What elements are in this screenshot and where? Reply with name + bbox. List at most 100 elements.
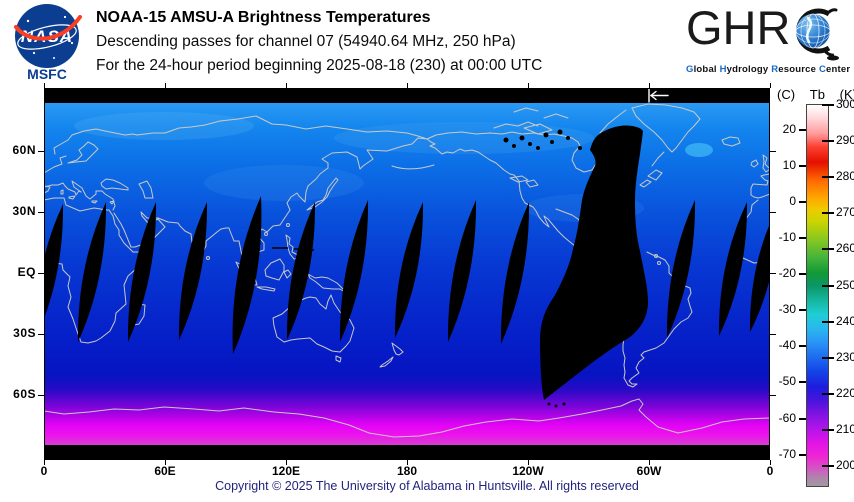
lat-tick	[770, 334, 776, 335]
lon-tick-label: 0	[40, 464, 48, 478]
colorbar-kelvin-label: 300	[836, 97, 854, 111]
coastline-path	[306, 177, 339, 211]
colorbar-kelvin-tick	[822, 393, 834, 395]
lat-tick	[770, 151, 776, 152]
coastline-path	[647, 169, 663, 181]
lon-tick	[44, 83, 45, 88]
coastline-path	[543, 113, 569, 119]
colorbar-celsius-tick	[799, 273, 806, 275]
colorbar-unit-celsius: (C)	[777, 87, 796, 102]
coastline-path	[138, 180, 154, 199]
swath-gap	[749, 223, 770, 332]
lat-tick-label: 30N	[12, 204, 36, 218]
ghrc-tagline-initial: C	[818, 64, 827, 75]
lat-tick	[770, 395, 776, 396]
colorbar-celsius-label: 20	[782, 122, 796, 136]
colorbar-unit-kelvin: (K)	[839, 87, 854, 102]
colorbar-kelvin-label: 270	[836, 205, 854, 219]
lon-tick	[770, 83, 771, 88]
ghrc-tagline-word: lobal	[693, 64, 720, 75]
colorbar-celsius-label: -50	[778, 374, 796, 388]
coastline-path	[44, 185, 51, 194]
colorbar-celsius-tick	[799, 381, 806, 383]
swath-gap	[44, 204, 64, 319]
title-block: NOAA-15 AMSU-A Brightness Temperatures D…	[96, 9, 542, 75]
coastline-path	[67, 141, 99, 164]
colorbar-kelvin-label: 210	[836, 422, 854, 436]
coastline-path	[599, 109, 627, 134]
colorbar-kelvin-label: 200	[836, 458, 854, 472]
colorbar-celsius-tick	[799, 165, 806, 167]
colorbar-kelvin-tick	[822, 465, 834, 467]
colorbar-kelvin-tick	[822, 429, 834, 431]
coastline-path	[256, 286, 276, 292]
lon-tick	[407, 460, 408, 465]
colorbar-celsius-tick	[799, 454, 806, 456]
colorbar-celsius-tick	[799, 129, 806, 131]
swath-gap	[232, 196, 262, 354]
coastline-path	[391, 164, 435, 170]
lon-tick-label: 120W	[512, 464, 544, 478]
coastline-path	[71, 180, 116, 211]
colorbar-celsius-label: 0	[789, 194, 796, 208]
lon-tick	[407, 83, 408, 88]
colorbar-celsius-label: 10	[782, 158, 796, 172]
coastline-path	[44, 155, 67, 174]
swath-gap	[394, 202, 424, 338]
coastlines	[44, 103, 770, 438]
ghrc-globe-icon	[796, 8, 840, 61]
coastline-path	[379, 356, 394, 368]
island-marker	[206, 256, 210, 260]
lon-tick	[770, 460, 771, 465]
lon-tick-label: 120E	[271, 464, 301, 478]
coastline-path	[651, 151, 665, 167]
coastline-path	[109, 200, 115, 205]
lon-tick	[286, 83, 287, 88]
coastline-path	[525, 179, 539, 188]
island-marker	[264, 232, 268, 236]
colorbar-celsius-label: -20	[778, 266, 796, 280]
colorbar-kelvin-tick	[822, 248, 834, 250]
colorbar-kelvin-tick	[822, 104, 834, 106]
coastline-path	[509, 175, 529, 183]
island-marker	[657, 261, 661, 265]
south-no-data-bar	[44, 445, 770, 460]
page-subtitle-channel: Descending passes for channel 07 (54940.…	[96, 33, 516, 50]
msfc-label: MSFC	[27, 66, 67, 82]
colorbar-kelvin-tick	[822, 212, 834, 214]
lon-tick	[649, 83, 650, 88]
coastline-path	[721, 136, 741, 147]
swath-gap	[339, 200, 369, 342]
swath-gap	[718, 202, 748, 336]
colorbar-kelvin-tick	[822, 285, 834, 287]
island-marker	[654, 254, 658, 258]
coastline-path	[762, 154, 770, 173]
colorbar-celsius-label: -40	[778, 338, 796, 352]
coastline-path	[272, 294, 355, 353]
colorbar-celsius-label: -10	[778, 230, 796, 244]
pass-start-arrow-icon	[648, 88, 669, 103]
colorbar-unit-tb: Tb	[809, 87, 825, 102]
coastline-path	[523, 123, 553, 135]
coastline-path	[493, 121, 539, 129]
map-frame	[44, 88, 770, 460]
coastline-path	[91, 200, 98, 204]
colorbar-kelvin-tick	[822, 321, 834, 323]
colorbar-celsius-label: -30	[778, 302, 796, 316]
coastline-path	[631, 103, 701, 153]
swath-gap	[500, 202, 530, 344]
north-no-data-bar	[44, 88, 770, 103]
coastline-path	[513, 107, 539, 113]
missing-swath-region	[272, 125, 648, 408]
coastline-path	[68, 195, 76, 200]
nasa-logo-icon: NASA	[14, 4, 82, 68]
ghrc-tagline: Global Hydrology Resource Center	[686, 64, 850, 75]
colorbar	[806, 104, 829, 487]
coastline-path	[252, 137, 428, 271]
coastline-path	[53, 128, 106, 155]
coastline-path	[639, 179, 652, 188]
lon-tick-label: 60E	[154, 464, 176, 478]
coastline-path	[100, 178, 129, 191]
lat-tick	[770, 212, 776, 213]
ghrc-logo: GHR Glob	[686, 4, 850, 75]
